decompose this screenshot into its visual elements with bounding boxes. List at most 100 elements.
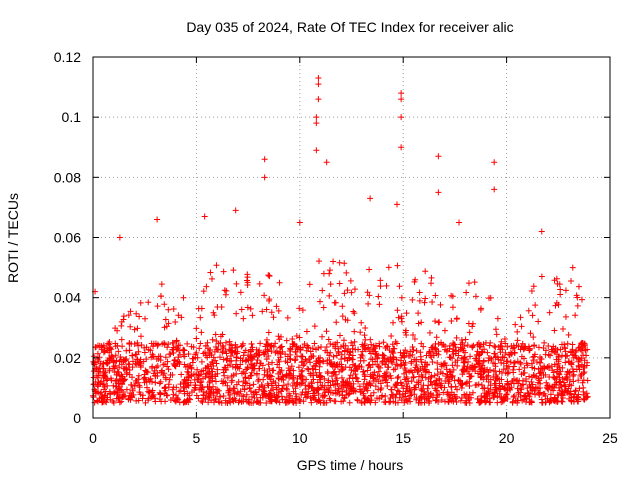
data-point (562, 359, 569, 366)
data-point (135, 372, 142, 379)
data-point (195, 395, 202, 402)
data-point (321, 375, 328, 382)
data-point (444, 374, 451, 381)
data-point (499, 346, 506, 353)
data-point (373, 395, 380, 402)
data-point (247, 348, 254, 355)
data-point (345, 354, 352, 361)
data-point (273, 384, 280, 391)
data-point (362, 324, 369, 331)
data-point (142, 367, 149, 374)
data-point (517, 360, 524, 367)
data-point (394, 262, 401, 269)
data-point (383, 343, 390, 350)
data-point (349, 356, 356, 363)
data-point (104, 382, 111, 389)
data-point (309, 345, 316, 352)
data-point (243, 398, 250, 405)
data-point (564, 376, 571, 383)
data-point (575, 355, 582, 362)
data-point (487, 399, 494, 406)
data-point (293, 342, 300, 349)
data-point (486, 342, 493, 349)
data-point (317, 372, 324, 379)
data-point (283, 394, 290, 401)
data-point (570, 372, 577, 379)
data-point (568, 278, 575, 285)
data-point (580, 340, 587, 347)
data-point (565, 331, 572, 338)
x-tick-label: 15 (395, 430, 411, 446)
data-point (423, 352, 430, 359)
data-point (218, 399, 225, 406)
data-point (366, 397, 373, 404)
data-point (498, 376, 505, 383)
data-point (411, 336, 418, 343)
data-point (259, 383, 266, 390)
data-point (544, 385, 551, 392)
data-point (235, 378, 242, 385)
data-point (384, 382, 391, 389)
y-tick-label: 0.08 (54, 169, 81, 185)
data-point (404, 398, 411, 405)
data-point (299, 379, 306, 386)
data-point (528, 288, 535, 295)
data-point (119, 343, 126, 350)
data-point (270, 386, 277, 393)
data-point (358, 319, 365, 326)
data-point (419, 373, 426, 380)
data-point (481, 393, 488, 400)
data-point (227, 347, 234, 354)
data-point (332, 345, 339, 352)
data-point (93, 365, 100, 372)
data-point (347, 349, 354, 356)
data-point (292, 390, 299, 397)
data-point (370, 389, 377, 396)
data-point (436, 376, 443, 383)
data-point (339, 366, 346, 373)
data-point (435, 319, 442, 326)
data-point (233, 370, 240, 377)
data-point (517, 314, 524, 321)
data-point (575, 362, 582, 369)
data-point (469, 389, 476, 396)
data-point (99, 344, 106, 351)
x-tick-label: 0 (89, 430, 97, 446)
data-point (283, 337, 290, 344)
data-point (263, 341, 270, 348)
data-point (311, 323, 318, 330)
data-point (103, 360, 110, 367)
data-point (464, 342, 471, 349)
data-point (118, 398, 125, 405)
data-point (193, 392, 200, 399)
data-point (451, 391, 458, 398)
data-point (440, 360, 447, 367)
data-point (95, 398, 102, 405)
data-point (263, 306, 270, 313)
data-point (226, 338, 233, 345)
data-point (296, 372, 303, 379)
data-point (317, 298, 324, 305)
data-point (515, 380, 522, 387)
data-point (413, 347, 420, 354)
data-point (544, 364, 551, 371)
data-point (428, 280, 435, 287)
x-axis-label: GPS time / hours (297, 457, 404, 473)
data-point (326, 267, 333, 274)
data-point (542, 347, 549, 354)
data-point (315, 96, 322, 103)
data-point (344, 287, 351, 294)
data-point (123, 347, 130, 354)
data-point (510, 360, 517, 367)
data-point (538, 375, 545, 382)
data-point (545, 343, 552, 350)
data-point (346, 375, 353, 382)
data-point (546, 309, 553, 316)
data-point (570, 354, 577, 361)
data-point (581, 357, 588, 364)
data-point (157, 353, 164, 360)
data-point (435, 153, 442, 160)
data-point (398, 294, 405, 301)
data-point (198, 379, 205, 386)
data-point (450, 366, 457, 373)
